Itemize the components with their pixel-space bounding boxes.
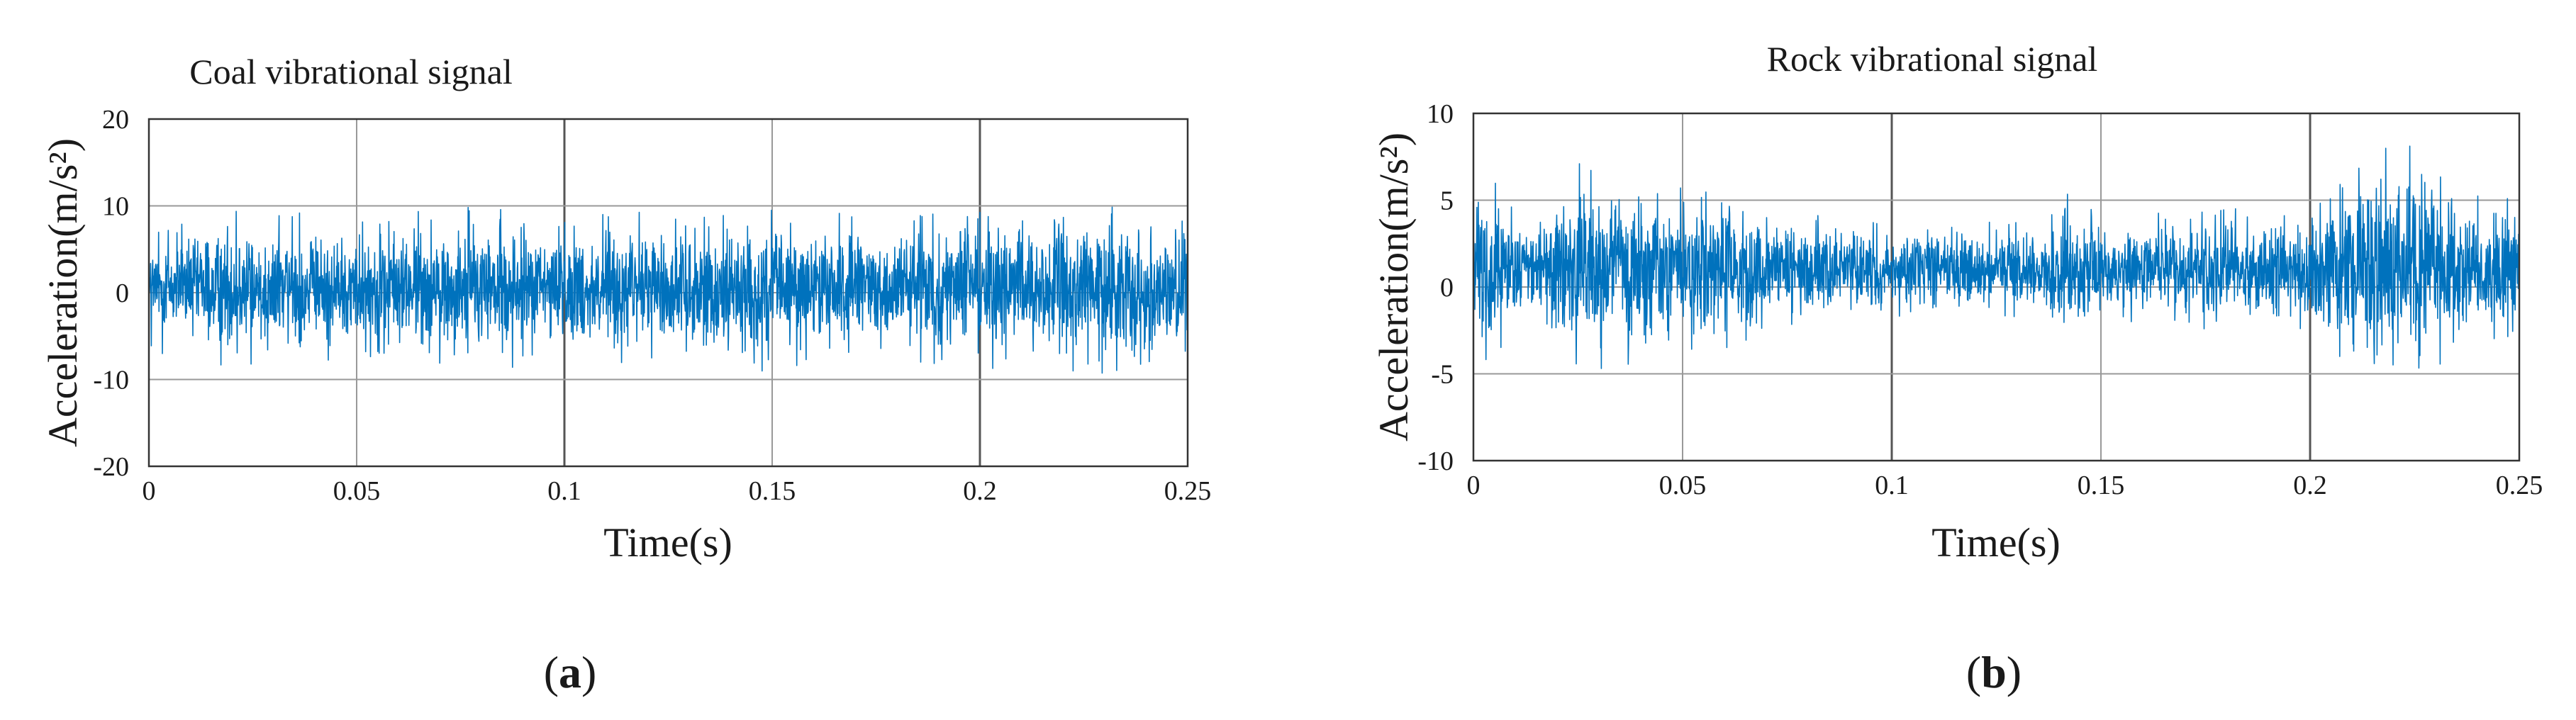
y-tick-label: 0: [1440, 273, 1454, 303]
y-axis-label: Acceleration(m/s²): [1371, 133, 1417, 441]
y-axis-label: Acceleration(m/s²): [40, 138, 86, 447]
panel-label-letter: b: [1981, 647, 2007, 697]
panel-label-a: (a): [544, 647, 597, 697]
x-tick-label: 0.1: [1875, 471, 1909, 500]
y-tick-label: -10: [93, 366, 129, 395]
plot-frame: [1472, 112, 2521, 462]
panel-label-letter: a: [559, 647, 581, 697]
x-tick-labels: 0 0.05 0.1 0.15 0.2 0.25: [1467, 471, 2543, 500]
signal-series: [148, 206, 1188, 374]
x-tick-labels: 0 0.05 0.1 0.15 0.2 0.25: [143, 476, 1212, 506]
x-tick-label: 0.15: [749, 476, 796, 506]
x-tick-label: 0.2: [963, 476, 997, 506]
signal-line: [1473, 145, 2520, 369]
y-tick-label: 10: [102, 192, 129, 222]
signal-series: [1473, 145, 2520, 369]
y-tick-label: 20: [102, 105, 129, 135]
panel-label-close: ): [581, 647, 596, 697]
y-tick-labels: -20 -10 0 10 20: [93, 105, 129, 482]
x-axis-label: Time(s): [603, 519, 732, 566]
plot-frame: [147, 118, 1189, 468]
panel-label-open: (: [1966, 647, 1981, 697]
y-tick-label: -20: [93, 452, 129, 482]
x-tick-label: 0.05: [333, 476, 381, 506]
panel-label-close: ): [2007, 647, 2022, 697]
x-tick-label: 0.05: [1659, 471, 1707, 500]
panel-label-open: (: [544, 647, 559, 697]
x-tick-label: 0: [1467, 471, 1481, 500]
x-tick-label: 0.25: [2496, 471, 2543, 500]
chart-title: Coal vibrational signal: [189, 52, 512, 91]
panel-label-b: (b): [1966, 647, 2022, 697]
y-tick-labels: -10 -5 0 5 10: [1417, 99, 1454, 476]
x-tick-label: 0.1: [547, 476, 581, 506]
chart-coal: Coal vibrational signal -20 -10 0 10 20 0 0.0…: [40, 52, 1211, 697]
x-axis-label: Time(s): [1931, 519, 2061, 566]
y-tick-label: -5: [1431, 360, 1454, 390]
x-tick-label: 0.2: [2293, 471, 2327, 500]
x-tick-label: 0: [143, 476, 156, 506]
chart-title: Rock vibrational signal: [1767, 39, 2098, 79]
y-tick-label: 10: [1427, 99, 1454, 129]
x-tick-label: 0.25: [1164, 476, 1212, 506]
y-tick-label: -10: [1417, 446, 1454, 476]
x-tick-label: 0.15: [2078, 471, 2125, 500]
y-tick-label: 0: [116, 279, 129, 308]
signal-line: [148, 206, 1188, 374]
y-tick-label: 5: [1440, 186, 1454, 216]
